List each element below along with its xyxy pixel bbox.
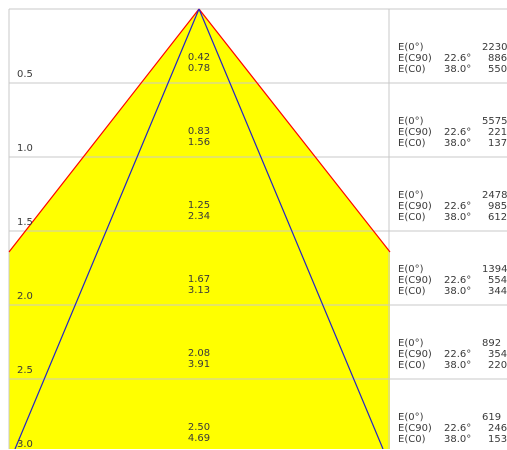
illuminance-label-e0: E(0°): [398, 116, 424, 127]
angle-ec90: 22.6°: [444, 275, 472, 286]
illuminance-label-e0: E(0°): [398, 190, 424, 201]
illuminance-value-ec90: 554: [488, 275, 507, 286]
inner-beam-line-left: [14, 8, 200, 449]
beam-size-c0: 2.34: [187, 211, 211, 222]
illuminance-value-e0: 5575: [482, 116, 507, 127]
illuminance-label-ec90: E(C90): [398, 349, 432, 360]
illuminance-label-ec0: E(C0): [398, 64, 426, 75]
inner-beam-line-right: [198, 8, 384, 449]
beam-size-c0: 0.78: [187, 63, 211, 74]
illuminance-value-ec0: 220: [488, 360, 507, 371]
illuminance-value-ec0: 1377: [488, 138, 507, 149]
beam-size-c90: 2.50: [187, 422, 211, 433]
illuminance-value-ec90: 985: [488, 201, 507, 212]
illuminance-value-e0: 22300: [482, 42, 507, 53]
illuminance-label-ec90: E(C90): [398, 201, 432, 212]
angle-ec0: 38.0°: [444, 212, 472, 223]
beam-size-c0: 3.13: [187, 285, 211, 296]
angle-ec90: 22.6°: [444, 423, 472, 434]
angle-ec0: 38.0°: [444, 64, 472, 75]
illuminance-label-e0: E(0°): [398, 338, 424, 349]
distance-label: 1.0: [17, 143, 33, 154]
outer-beam-line-left: [8, 8, 200, 253]
illuminance-value-ec0: 5500: [488, 64, 507, 75]
beam-size-c90: 1.25: [187, 200, 211, 211]
distance-label: 2.0: [17, 291, 33, 302]
illuminance-value-ec90: 8862: [488, 53, 507, 64]
illuminance-label-ec90: E(C90): [398, 127, 432, 138]
illuminance-value-ec0: 153: [488, 434, 507, 445]
beam-size-c90: 0.83: [187, 126, 211, 137]
angle-ec0: 38.0°: [444, 434, 472, 445]
illuminance-label-ec90: E(C90): [398, 275, 432, 286]
illuminance-value-e0: 619: [482, 412, 502, 423]
outer-beam-line-right: [198, 8, 391, 253]
angle-ec90: 22.6°: [444, 53, 472, 64]
beam-size-c0: 4.69: [187, 433, 211, 444]
angle-ec90: 22.6°: [444, 201, 472, 212]
illuminance-label-ec90: E(C90): [398, 423, 432, 434]
illuminance-label-e0: E(0°): [398, 412, 424, 423]
beam-size-c0: 3.91: [187, 359, 211, 370]
illuminance-label-ec0: E(C0): [398, 360, 426, 371]
beam-size-c90: 0.42: [187, 52, 211, 63]
illuminance-label-e0: E(0°): [398, 42, 424, 53]
illuminance-label-ec90: E(C90): [398, 53, 432, 64]
illuminance-value-e0: 1394: [482, 264, 507, 275]
angle-ec0: 38.0°: [444, 286, 472, 297]
distance-label: 1.5: [17, 217, 33, 228]
illuminance-value-ec90: 2215: [488, 127, 507, 138]
illuminance-label-e0: E(0°): [398, 264, 424, 275]
beam-size-c0: 1.56: [187, 137, 211, 148]
angle-ec0: 38.0°: [444, 138, 472, 149]
distance-label: 0.5: [17, 69, 33, 80]
illuminance-label-ec0: E(C0): [398, 286, 426, 297]
angle-ec90: 22.6°: [444, 349, 472, 360]
illuminance-value-ec0: 344: [488, 286, 507, 297]
angle-ec90: 22.6°: [444, 127, 472, 138]
illuminance-label-ec0: E(C0): [398, 434, 426, 445]
distance-label: 2.5: [17, 365, 33, 376]
illuminance-label-ec0: E(C0): [398, 138, 426, 149]
illuminance-value-ec0: 612: [488, 212, 507, 223]
beam-size-c90: 1.67: [187, 274, 211, 285]
illuminance-label-ec0: E(C0): [398, 212, 426, 223]
beam-fill-area: [9, 9, 390, 449]
illuminance-value-e0: 892: [482, 338, 502, 349]
illuminance-value-ec90: 354: [488, 349, 507, 360]
distance-label: 3.0: [17, 439, 33, 450]
illuminance-value-ec90: 246: [488, 423, 507, 434]
illuminance-value-e0: 2478: [482, 190, 507, 201]
beam-size-c90: 2.08: [187, 348, 211, 359]
angle-ec0: 38.0°: [444, 360, 472, 371]
